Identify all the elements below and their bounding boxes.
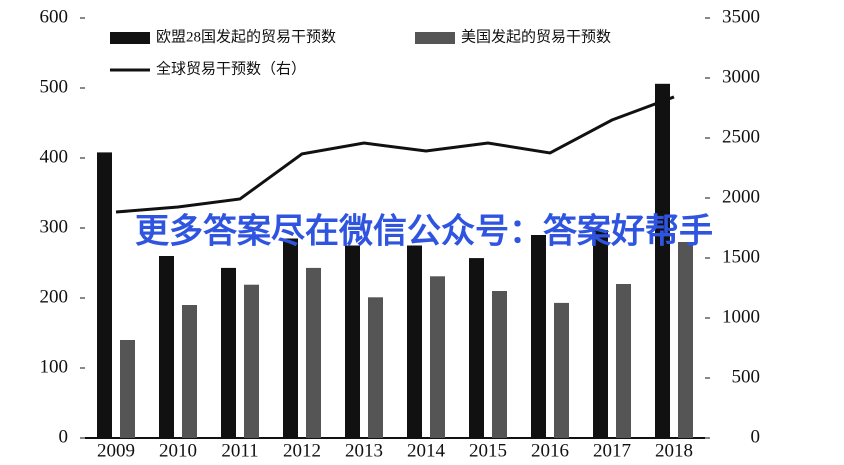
bar — [492, 291, 507, 438]
legend-label: 全球贸易干预数（右） — [156, 59, 306, 77]
bar — [306, 267, 321, 438]
x-tick-label: 2016 — [531, 440, 569, 461]
line — [115, 95, 675, 214]
y-tick-label: 600 — [40, 6, 69, 27]
x-tick-label: 2010 — [159, 440, 197, 461]
bar — [531, 235, 546, 438]
bar — [655, 83, 670, 439]
y2-tick-label: 3000 — [722, 66, 760, 87]
x-tick-label: 2015 — [469, 440, 507, 461]
x-tick-label: 2011 — [221, 440, 258, 461]
bar — [469, 258, 484, 438]
y2-tick-label: 2500 — [722, 126, 760, 147]
x-tick-label: 2013 — [345, 440, 383, 461]
y2-tick-label: 3500 — [722, 6, 760, 27]
y-tick-label: 200 — [40, 286, 69, 307]
x-tick-label: 2018 — [655, 440, 693, 461]
y-tick-label: 400 — [40, 146, 69, 167]
y-tick-label: 100 — [40, 356, 69, 377]
bar — [678, 242, 693, 438]
y-tick-label: 500 — [40, 76, 69, 97]
y2-tick-label: 1000 — [722, 306, 760, 327]
bar — [159, 256, 174, 438]
bar — [244, 284, 259, 438]
legend-swatch — [110, 32, 150, 44]
y2-tick-label: 2000 — [722, 186, 760, 207]
bar — [221, 267, 236, 438]
x-tick-label: 2017 — [593, 440, 631, 461]
y2-tick-label: 500 — [732, 366, 761, 387]
x-tick-label: 2012 — [283, 440, 321, 461]
bar — [283, 238, 298, 438]
y-tick-label: 0 — [59, 426, 69, 447]
bar — [554, 302, 569, 438]
legend-label: 欧盟28国发起的贸易干预数 — [156, 28, 336, 45]
y-tick-label: 300 — [40, 216, 69, 237]
y2-tick-label: 1500 — [722, 246, 760, 267]
bar — [616, 284, 631, 438]
legend-swatch — [415, 32, 455, 44]
watermark: 更多答案尽在微信公众号：答案好帮手 — [135, 212, 713, 252]
bar — [430, 276, 445, 438]
bar — [345, 245, 360, 438]
bar — [182, 305, 197, 438]
bar — [120, 340, 135, 438]
bar — [593, 230, 608, 438]
x-tick-label: 2009 — [97, 440, 135, 461]
bar — [368, 297, 383, 438]
x-tick-label: 2014 — [407, 440, 446, 461]
bar — [97, 152, 112, 438]
bar — [407, 245, 422, 438]
y2-tick-label: 0 — [751, 426, 761, 447]
legend-label: 美国发起的贸易干预数 — [461, 28, 611, 45]
